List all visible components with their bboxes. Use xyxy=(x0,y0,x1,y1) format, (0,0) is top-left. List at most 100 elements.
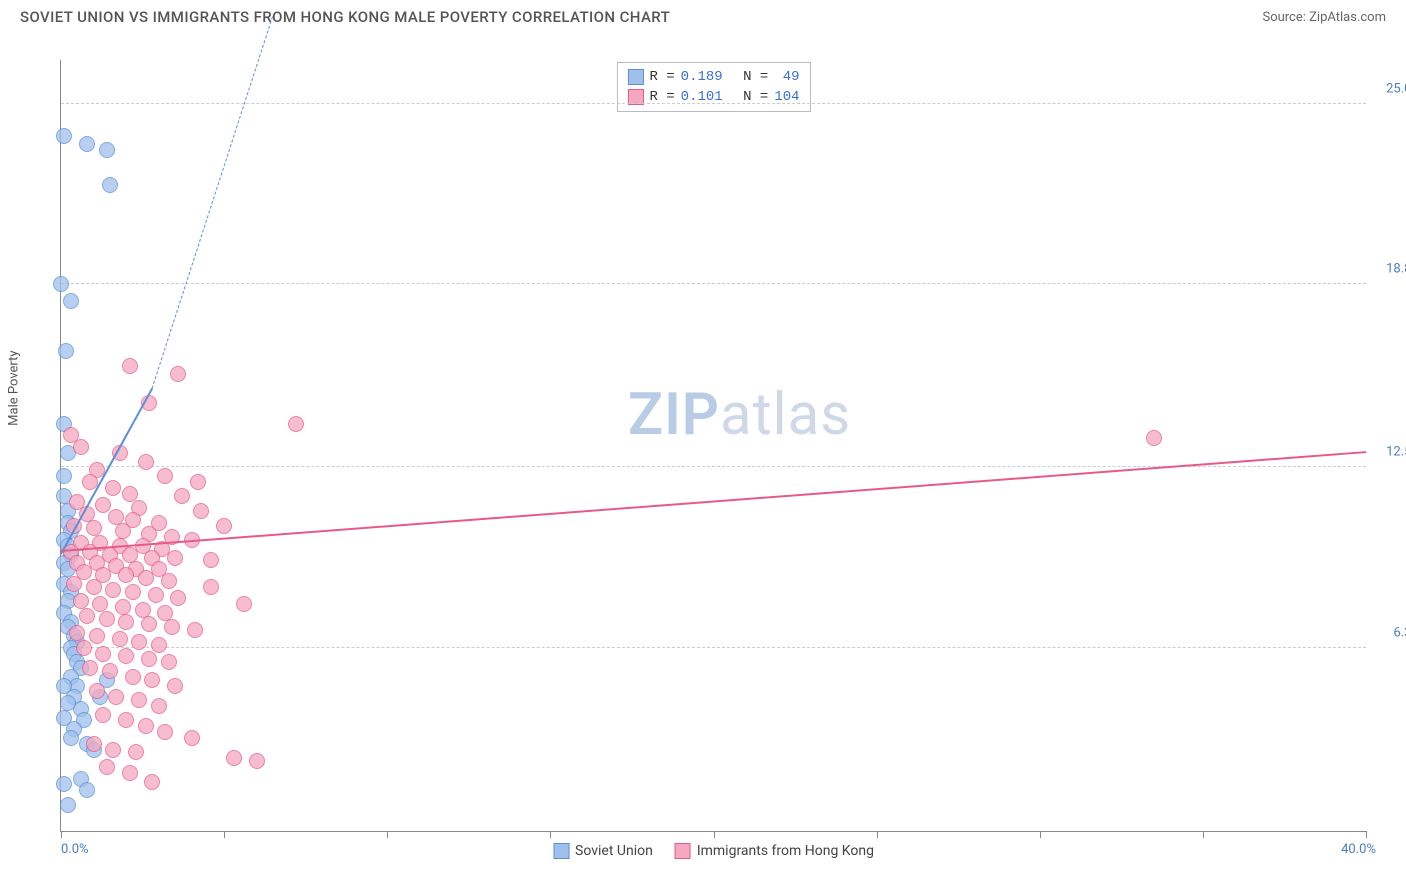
scatter-point xyxy=(102,177,118,193)
scatter-point xyxy=(63,730,79,746)
scatter-point xyxy=(151,698,167,714)
scatter-point xyxy=(184,730,200,746)
scatter-point xyxy=(249,753,265,769)
scatter-point xyxy=(115,523,131,539)
scatter-point xyxy=(157,468,173,484)
scatter-point xyxy=(79,136,95,152)
scatter-point xyxy=(99,759,115,775)
scatter-point xyxy=(288,416,304,432)
x-tick xyxy=(1203,831,1204,838)
scatter-point xyxy=(66,576,82,592)
scatter-point xyxy=(53,276,69,292)
stats-row-a: R = 0.189 N = 49 xyxy=(627,67,799,87)
scatter-point xyxy=(131,692,147,708)
x-tick xyxy=(224,831,225,838)
scatter-point xyxy=(95,497,111,513)
scatter-point xyxy=(89,683,105,699)
scatter-point xyxy=(151,637,167,653)
trend-line xyxy=(60,387,153,554)
scatter-point xyxy=(108,689,124,705)
scatter-point xyxy=(105,480,121,496)
y-tick-label: 12.5% xyxy=(1386,445,1406,460)
scatter-point xyxy=(167,550,183,566)
scatter-point xyxy=(1146,430,1162,446)
scatter-point xyxy=(63,427,79,443)
scatter-point xyxy=(63,293,79,309)
chart-title: SOVIET UNION VS IMMIGRANTS FROM HONG KON… xyxy=(20,8,670,26)
y-axis-label: Male Poverty xyxy=(7,350,22,425)
scatter-point xyxy=(122,765,138,781)
swatch-series-a xyxy=(627,69,643,85)
stats-row-b: R = 0.101 N = 104 xyxy=(627,87,799,107)
scatter-point xyxy=(193,503,209,519)
scatter-point xyxy=(56,710,72,726)
scatter-point xyxy=(138,718,154,734)
scatter-point xyxy=(115,599,131,615)
x-tick xyxy=(877,831,878,838)
scatter-point xyxy=(112,631,128,647)
scatter-point xyxy=(118,648,134,664)
y-tick-label: 6.3% xyxy=(1393,625,1406,640)
swatch-b-icon xyxy=(675,843,691,859)
y-tick-label: 25.0% xyxy=(1386,81,1406,96)
x-min-label: 0.0% xyxy=(61,842,89,857)
watermark: ZIPatlas xyxy=(628,381,851,449)
scatter-point xyxy=(118,614,134,630)
chart-source: Source: ZipAtlas.com xyxy=(1262,10,1386,25)
scatter-point xyxy=(141,651,157,667)
scatter-point xyxy=(125,584,141,600)
scatter-point xyxy=(95,707,111,723)
scatter-point xyxy=(161,573,177,589)
scatter-point xyxy=(138,570,154,586)
gridline xyxy=(61,283,1366,284)
scatter-point xyxy=(164,619,180,635)
scatter-point xyxy=(131,634,147,650)
scatter-point xyxy=(190,474,206,490)
scatter-point xyxy=(60,695,76,711)
scatter-point xyxy=(187,622,203,638)
gridline xyxy=(61,647,1366,648)
chart-container: Male Poverty ZIPatlas R = 0.189 N = 49 R… xyxy=(20,40,1386,872)
x-tick xyxy=(387,831,388,838)
y-tick-label: 18.8% xyxy=(1386,262,1406,277)
scatter-point xyxy=(105,742,121,758)
scatter-point xyxy=(226,750,242,766)
gridline xyxy=(61,103,1366,104)
scatter-point xyxy=(122,358,138,374)
scatter-point xyxy=(89,628,105,644)
legend-item-b: Immigrants from Hong Kong xyxy=(675,843,874,859)
scatter-point xyxy=(128,744,144,760)
scatter-point xyxy=(125,669,141,685)
scatter-point xyxy=(86,736,102,752)
scatter-point xyxy=(203,579,219,595)
trend-line-dashed xyxy=(152,16,274,389)
scatter-point xyxy=(56,776,72,792)
scatter-point xyxy=(118,567,134,583)
scatter-point xyxy=(99,142,115,158)
series-legend: Soviet Union Immigrants from Hong Kong xyxy=(553,843,874,859)
scatter-point xyxy=(216,518,232,534)
x-max-label: 40.0% xyxy=(1341,842,1376,857)
scatter-point xyxy=(138,454,154,470)
scatter-point xyxy=(56,468,72,484)
scatter-point xyxy=(82,660,98,676)
scatter-point xyxy=(167,678,183,694)
x-tick xyxy=(1366,831,1367,838)
scatter-point xyxy=(60,797,76,813)
scatter-point xyxy=(95,646,111,662)
scatter-point xyxy=(157,724,173,740)
scatter-point xyxy=(86,579,102,595)
scatter-point xyxy=(58,343,74,359)
scatter-point xyxy=(102,663,118,679)
scatter-point xyxy=(56,128,72,144)
x-tick xyxy=(1040,831,1041,838)
scatter-point xyxy=(79,782,95,798)
scatter-point xyxy=(144,672,160,688)
scatter-point xyxy=(141,616,157,632)
stats-legend: R = 0.189 N = 49 R = 0.101 N = 104 xyxy=(616,62,810,112)
x-tick xyxy=(61,831,62,838)
scatter-point xyxy=(99,611,115,627)
swatch-a-icon xyxy=(553,843,569,859)
scatter-point xyxy=(148,587,164,603)
scatter-point xyxy=(79,608,95,624)
